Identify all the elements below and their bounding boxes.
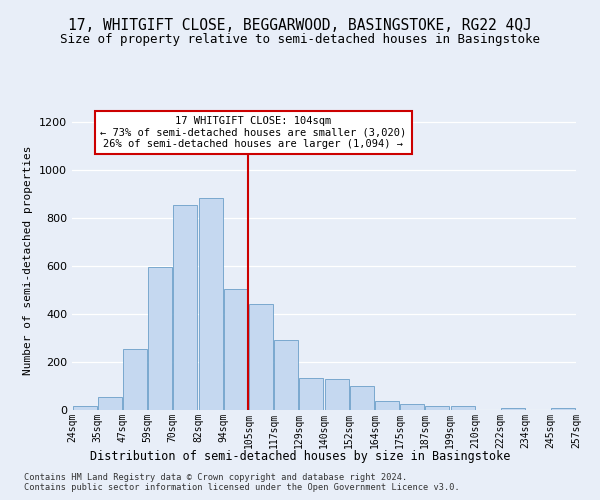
Text: Contains HM Land Registry data © Crown copyright and database right 2024.: Contains HM Land Registry data © Crown c… (24, 472, 407, 482)
Text: 17, WHITGIFT CLOSE, BEGGARWOOD, BASINGSTOKE, RG22 4QJ: 17, WHITGIFT CLOSE, BEGGARWOOD, BASINGST… (68, 18, 532, 32)
Bar (224, 289, 248, 410)
Bar (274, 340, 298, 410)
Text: Contains public sector information licensed under the Open Government Licence v3: Contains public sector information licen… (24, 482, 460, 492)
Text: Distribution of semi-detached houses by size in Basingstoke: Distribution of semi-detached houses by … (90, 450, 510, 463)
Text: Size of property relative to semi-detached houses in Basingstoke: Size of property relative to semi-detach… (60, 32, 540, 46)
Bar (299, 378, 323, 410)
Bar (551, 408, 575, 410)
Bar (148, 267, 172, 410)
Bar (350, 386, 374, 410)
Bar (425, 406, 449, 410)
Bar (199, 198, 223, 410)
Y-axis label: Number of semi-detached properties: Number of semi-detached properties (23, 145, 34, 375)
Bar (173, 205, 197, 410)
Bar (400, 404, 424, 410)
Bar (98, 397, 122, 410)
Text: 17 WHITGIFT CLOSE: 104sqm
← 73% of semi-detached houses are smaller (3,020)
26% : 17 WHITGIFT CLOSE: 104sqm ← 73% of semi-… (100, 116, 407, 149)
Bar (123, 349, 147, 410)
Bar (325, 379, 349, 410)
Bar (73, 406, 97, 410)
Bar (375, 401, 399, 410)
Bar (501, 408, 525, 410)
Bar (249, 304, 273, 410)
Bar (451, 406, 475, 410)
